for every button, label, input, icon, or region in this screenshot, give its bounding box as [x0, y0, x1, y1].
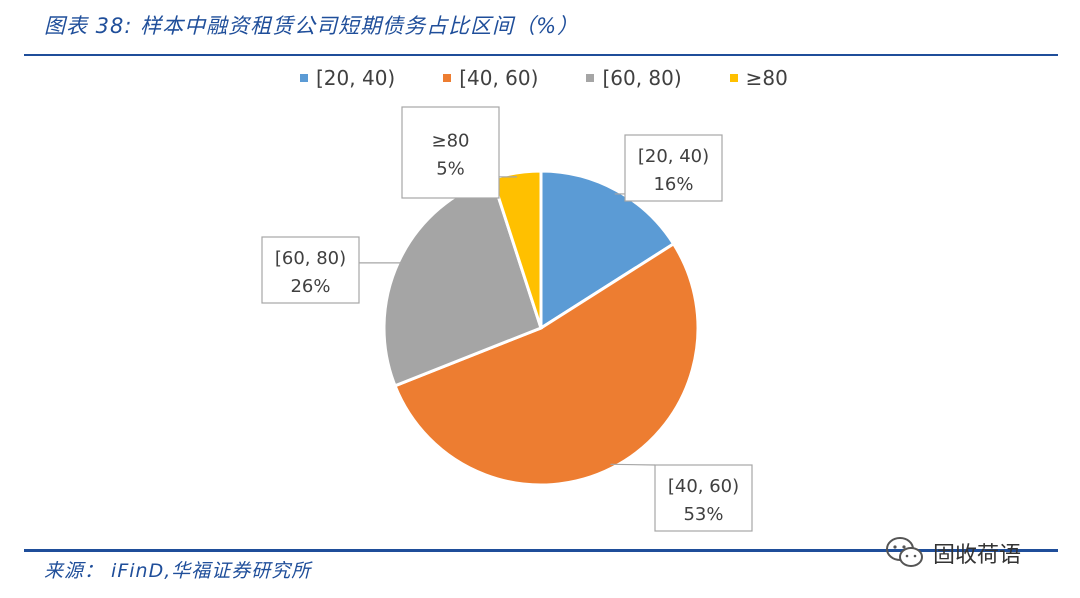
callout-leader [610, 463, 656, 466]
title-divider [24, 54, 1058, 56]
legend-item: [60, 80) [586, 66, 682, 90]
source-note: 来源： iFinD,华福证券研究所 [44, 560, 312, 582]
pie-slice [539, 169, 676, 331]
watermark: 固收荷语 [885, 535, 1021, 571]
chart-legend: [20, 40) [40, 60) [60, 80) ≥80 [300, 66, 788, 90]
wechat-icon [886, 537, 923, 567]
watermark-text: 固收荷语 [933, 543, 1022, 568]
slice-value-label: 5% [436, 159, 465, 180]
callout-box [261, 236, 360, 304]
slice-value-label: 16% [653, 174, 693, 195]
legend-swatch [729, 74, 738, 82]
legend-label: ≥80 [745, 66, 788, 90]
chart-title: 图表 38: 样本中融资租赁公司短期债务占比区间（%） [44, 14, 580, 38]
slice-value-label: 26% [290, 276, 330, 297]
pie-slices [382, 169, 700, 487]
footer-divider [24, 549, 1058, 552]
slice-category-label: ≥80 [432, 131, 470, 152]
callout-box [624, 134, 723, 202]
slice-category-label: [60, 80) [275, 248, 346, 269]
slice-category-label: [40, 60) [668, 476, 739, 497]
pie-callouts: [20, 40) 16% [40, 60) 53% [60, 80) 26% ≥80 5% [261, 106, 753, 532]
legend-swatch [586, 74, 595, 82]
slice-category-label: [20, 40) [638, 146, 709, 167]
legend-label: [20, 40) [316, 66, 396, 90]
legend-item: ≥80 [729, 66, 788, 90]
callout-box [654, 464, 753, 532]
legend-swatch [443, 74, 452, 82]
slice-value-label: 53% [683, 504, 723, 525]
legend-item: [40, 60) [443, 66, 538, 90]
legend-label: [60, 80) [602, 66, 682, 90]
legend-item: [20, 40) [300, 66, 395, 90]
callout-box [401, 106, 500, 199]
legend-label: [40, 60) [459, 66, 539, 90]
pie-slice [393, 241, 700, 487]
legend-swatch [300, 74, 308, 82]
